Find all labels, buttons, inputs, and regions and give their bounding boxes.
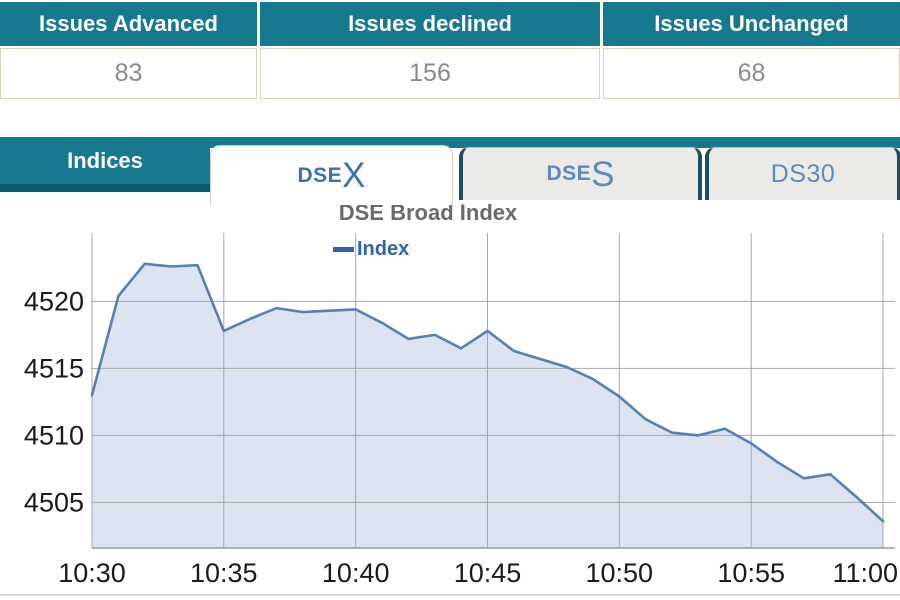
tab-bar-strip [0, 137, 900, 148]
value-advanced: 83 [0, 48, 257, 99]
svg-text:10:40: 10:40 [322, 558, 390, 588]
indices-tab-bar: Indices DSE X DSE S DS30 [0, 133, 900, 205]
value-divider [257, 48, 260, 99]
chart-legend-item[interactable]: Index [333, 238, 409, 260]
header-divider [257, 2, 260, 46]
column-header-unchanged: Issues Unchanged [603, 2, 900, 46]
bottom-divider [0, 594, 900, 596]
tab-dsex-label: DSE [297, 163, 343, 187]
issues-table-header: Issues Advanced Issues declined Issues U… [0, 2, 900, 46]
tab-dsex-label-big: X [342, 156, 366, 195]
svg-text:4520: 4520 [24, 286, 84, 316]
tab-ds30[interactable]: DS30 [705, 147, 900, 200]
issues-table-values: 83 156 68 [0, 48, 900, 99]
value-divider [600, 48, 603, 99]
value-declined: 156 [260, 48, 600, 99]
column-header-declined: Issues declined [260, 2, 600, 46]
svg-text:4505: 4505 [24, 487, 84, 517]
index-area-chart: 4505 4510 4515 4520 10:30 10:35 10:40 10:45 10:5… [24, 233, 898, 588]
tab-ds30-label: DS30 [770, 159, 836, 188]
svg-text:10:30: 10:30 [58, 558, 126, 588]
svg-text:4510: 4510 [24, 420, 84, 450]
svg-text:10:50: 10:50 [586, 558, 654, 588]
svg-text:4515: 4515 [24, 353, 84, 383]
index-chart-panel: DSE Broad Index Index 4505 4510 4515 4520 10… [0, 196, 900, 600]
value-unchanged: 68 [603, 48, 900, 99]
tab-dses-label-big: S [591, 154, 615, 194]
svg-text:10:55: 10:55 [717, 558, 785, 588]
column-header-advanced: Issues Advanced [0, 2, 257, 46]
indices-label: Indices [67, 147, 143, 173]
legend-line-icon [333, 246, 354, 252]
tab-dsex[interactable]: DSE X [210, 145, 453, 205]
issues-summary-table: Issues Advanced Issues declined Issues U… [0, 2, 900, 99]
header-divider [600, 2, 603, 46]
svg-text:10:45: 10:45 [454, 558, 522, 588]
svg-text:10:35: 10:35 [190, 558, 258, 588]
tab-dses[interactable]: DSE S [459, 147, 702, 200]
tab-dses-label: DSE [546, 162, 592, 185]
indices-label-block: Indices [0, 137, 210, 192]
svg-text:11:00: 11:00 [832, 558, 898, 588]
legend-label: Index [357, 237, 410, 260]
